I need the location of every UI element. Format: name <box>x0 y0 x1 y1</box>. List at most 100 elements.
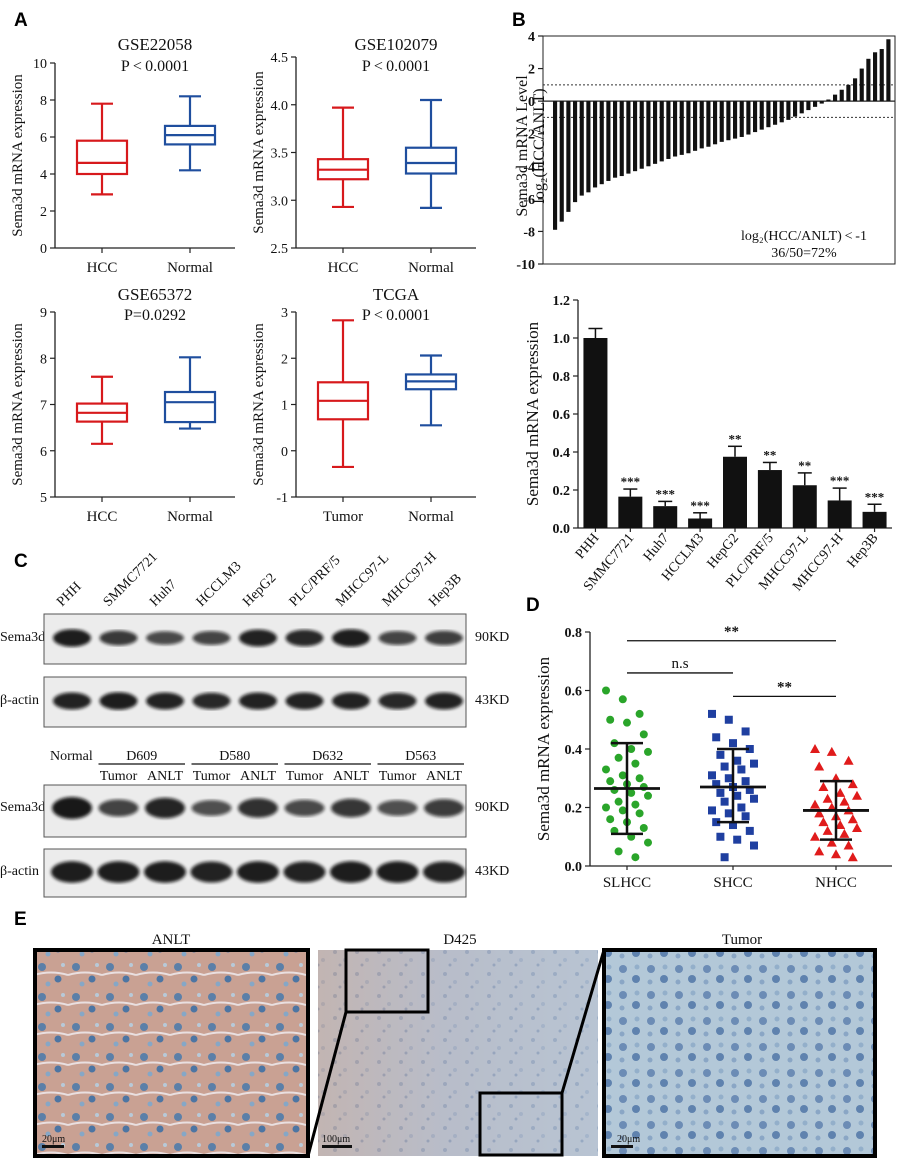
y-tick-label: 1.0 <box>553 332 571 347</box>
bar <box>553 101 558 230</box>
band-actin <box>51 861 93 883</box>
bar <box>733 101 738 139</box>
y-axis-label: Sema3d mRNA expression <box>10 74 26 237</box>
bar <box>653 506 678 528</box>
data-point-slhcc <box>627 745 636 753</box>
patient-label: D632 <box>312 749 343 764</box>
patient-label: D563 <box>405 749 436 764</box>
chart-title: GSE102079 <box>354 35 437 54</box>
band-actin <box>425 692 463 710</box>
x-tick-label: NHCC <box>815 875 857 891</box>
bar <box>693 101 698 151</box>
kd-43-top: 43KD <box>475 693 509 708</box>
data-point-slhcc <box>606 715 615 724</box>
x-tick-label: HCC <box>328 260 359 276</box>
data-point-slhcc <box>623 718 631 727</box>
bar <box>826 99 831 102</box>
data-point-slhcc <box>618 771 627 780</box>
panel-label-c: C <box>14 551 28 572</box>
data-point-nhcc <box>831 849 841 859</box>
significance-mark: *** <box>830 473 850 488</box>
data-point-nhcc <box>810 744 820 753</box>
annotation-line1: log₂(HCC/ANLT) < -1 <box>741 229 867 244</box>
y-tick-label: 8 <box>40 94 47 109</box>
band-sema3d <box>238 798 278 818</box>
tumor-label: Tumor <box>379 769 417 784</box>
data-point-nhcc <box>814 846 825 856</box>
band-sema3d <box>378 631 417 645</box>
bar <box>766 101 771 128</box>
y-tick-label: 8 <box>40 352 47 367</box>
data-point-shcc <box>708 806 716 815</box>
band-actin <box>285 692 324 710</box>
bar <box>759 101 764 130</box>
data-point-nhcc <box>818 782 829 792</box>
y-tick-label: 3.0 <box>271 194 289 209</box>
y-tick-label: 1.2 <box>553 294 571 309</box>
band-sema3d <box>425 630 463 646</box>
lane-label: Huh7 <box>147 577 180 610</box>
data-point-nhcc <box>814 808 825 818</box>
data-point-shcc <box>724 774 733 783</box>
data-point-nhcc <box>822 825 833 835</box>
y-tick-label: 6 <box>40 445 47 460</box>
x-tick-label: HCC <box>87 260 118 276</box>
scale-label-anlt: 20μm <box>42 1134 65 1145</box>
band-sema3d <box>424 799 464 817</box>
tumor-label: Tumor <box>286 769 324 784</box>
bar <box>599 101 604 185</box>
bar <box>819 101 824 104</box>
band-sema3d <box>52 797 92 819</box>
y-tick-label: 0.0 <box>553 522 571 537</box>
bar <box>723 456 747 528</box>
y-tick-label: 0.2 <box>565 802 583 817</box>
scale-bar-d425 <box>322 1145 352 1148</box>
histology-title-tumor: Tumor <box>722 932 762 948</box>
bar <box>639 101 644 169</box>
histology-texture-d425 <box>318 950 598 1156</box>
data-point-slhcc <box>614 847 623 856</box>
histology-title-d425: D425 <box>443 932 476 948</box>
comparison-label: ** <box>724 624 739 640</box>
data-point-slhcc <box>635 709 644 718</box>
panel-label-b: B <box>512 10 526 31</box>
data-point-shcc <box>750 759 758 768</box>
lane-label: PHH <box>54 579 84 609</box>
band-sema3d <box>191 800 232 816</box>
band-sema3d <box>285 629 324 647</box>
y-axis-label: Sema3d mRNA expression <box>10 323 26 486</box>
data-point-shcc <box>750 841 758 850</box>
kd-90-bottom: 90KD <box>475 800 509 815</box>
band-actin <box>330 861 372 883</box>
y-axis-label-line1: Sema3d mRNA Level <box>514 75 531 217</box>
data-point-slhcc <box>644 747 652 756</box>
bar <box>699 101 704 149</box>
data-point-slhcc <box>639 823 648 832</box>
bar <box>586 101 591 193</box>
y-tick-label: 0.8 <box>565 626 583 641</box>
bar <box>879 49 884 102</box>
label-normal: Normal <box>50 749 93 764</box>
lane-label: HepG2 <box>240 571 279 610</box>
data-point-shcc <box>729 739 737 748</box>
y-tick-label: -6 <box>523 193 535 208</box>
x-tick-label: Normal <box>167 509 213 525</box>
y-tick-label: 0.2 <box>553 484 571 499</box>
data-point-shcc <box>745 785 754 794</box>
bar <box>713 101 718 145</box>
y-tick-label: 4.0 <box>271 99 289 114</box>
y-axis-label-line2: log₂(HCC/ANLT) <box>531 88 548 203</box>
bar <box>779 101 784 123</box>
data-point-nhcc <box>847 852 858 862</box>
data-point-slhcc <box>631 759 640 768</box>
bar <box>679 101 684 155</box>
bar <box>579 101 584 196</box>
data-point-shcc <box>750 794 758 803</box>
bar <box>673 101 678 157</box>
data-point-slhcc <box>627 788 636 797</box>
y-tick-label: 3.5 <box>271 147 289 162</box>
chart-pvalue: P < 0.0001 <box>362 307 430 324</box>
band-sema3d <box>99 630 138 646</box>
chart-title: TCGA <box>373 285 420 304</box>
band-actin <box>146 692 184 710</box>
